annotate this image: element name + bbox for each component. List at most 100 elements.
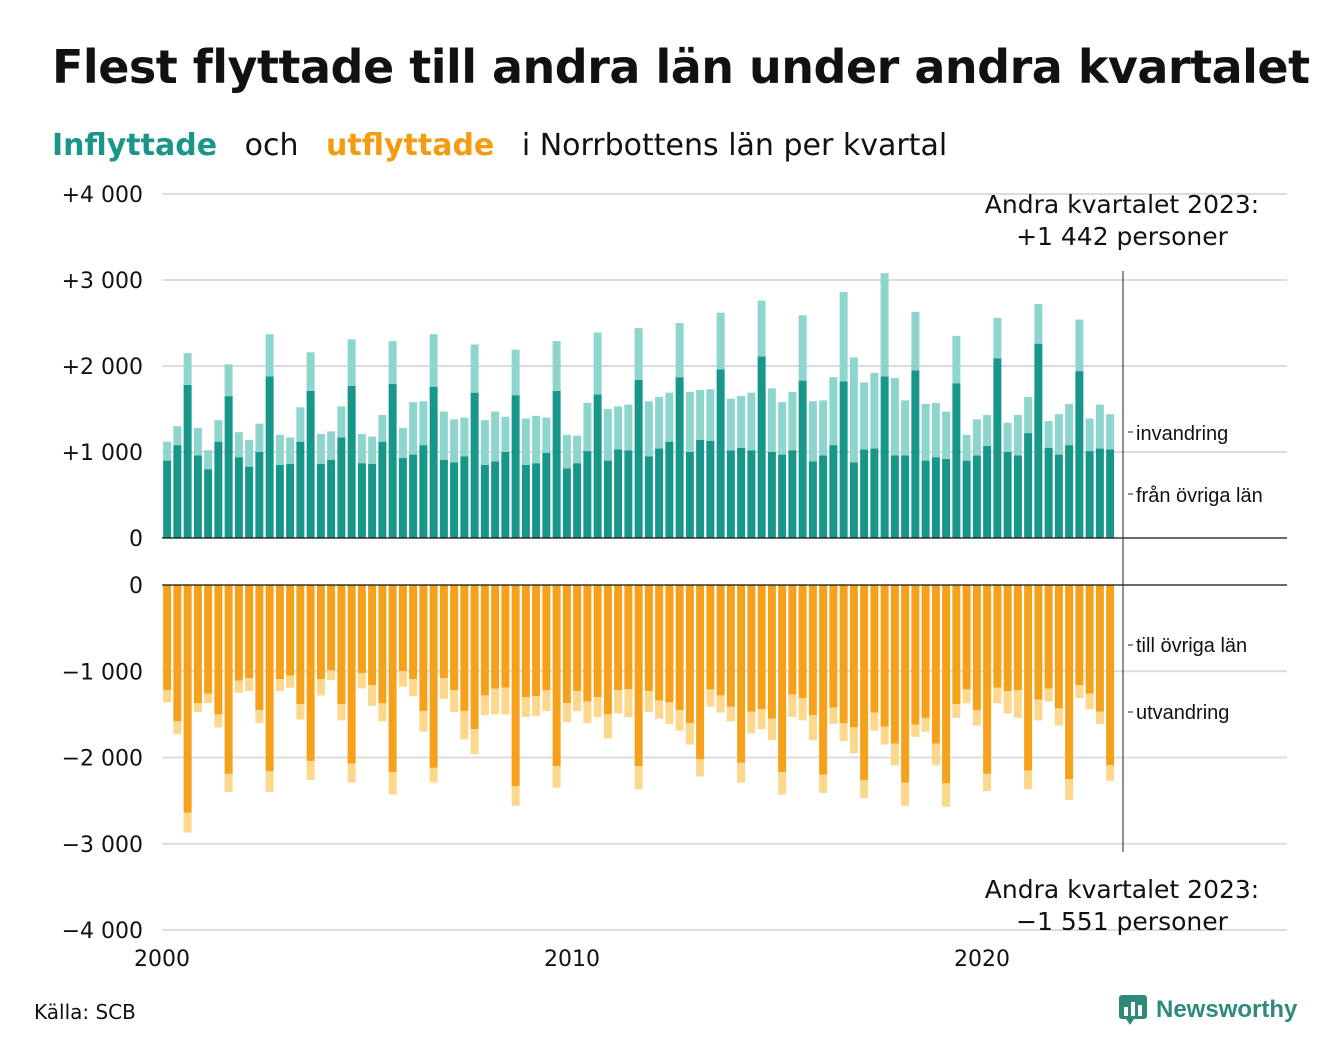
- bar-invandring: [573, 435, 582, 464]
- bar-fran-ovriga-lan: [819, 455, 828, 538]
- bar-invandring: [593, 332, 602, 395]
- bar-till-ovriga-lan: [767, 585, 776, 719]
- bar-invandring: [901, 400, 910, 456]
- legend-fran-ovriga-lan: från övriga län: [1136, 485, 1263, 507]
- bar-till-ovriga-lan: [296, 585, 305, 705]
- bar-utvandring: [778, 772, 787, 795]
- y-tick-label-top: +3 000: [62, 269, 143, 294]
- bar-utvandring: [880, 726, 889, 745]
- bar-till-ovriga-lan: [808, 585, 817, 716]
- bar-till-ovriga-lan: [193, 585, 202, 704]
- bar-invandring: [491, 411, 500, 462]
- bar-till-ovriga-lan: [337, 585, 346, 705]
- subtitle-utflyttade: utflyttade: [326, 128, 495, 163]
- bar-utvandring: [224, 773, 233, 792]
- bar-till-ovriga-lan: [603, 585, 612, 715]
- bar-till-ovriga-lan: [870, 585, 879, 713]
- bar-invandring: [614, 406, 623, 450]
- bar-utvandring: [706, 689, 715, 707]
- bar-utvandring: [193, 703, 202, 712]
- bar-till-ovriga-lan: [634, 585, 643, 767]
- bar-till-ovriga-lan: [593, 585, 602, 698]
- bar-utvandring: [275, 679, 284, 692]
- bar-utvandring: [921, 717, 930, 732]
- y-tick-label-top: 0: [129, 527, 143, 552]
- bar-till-ovriga-lan: [327, 585, 336, 671]
- bar-utvandring: [593, 697, 602, 717]
- bar-till-ovriga-lan: [583, 585, 592, 702]
- bar-fran-ovriga-lan: [1024, 433, 1033, 538]
- bar-fran-ovriga-lan: [665, 441, 674, 538]
- bar-till-ovriga-lan: [480, 585, 489, 696]
- bar-invandring: [429, 334, 438, 387]
- bar-fran-ovriga-lan: [347, 385, 356, 538]
- bar-invandring: [409, 402, 418, 455]
- bar-fran-ovriga-lan: [460, 456, 469, 538]
- bar-fran-ovriga-lan: [655, 448, 664, 538]
- bar-fran-ovriga-lan: [778, 454, 787, 538]
- bar-utvandring: [439, 678, 448, 699]
- bar-fran-ovriga-lan: [491, 461, 500, 538]
- bar-fran-ovriga-lan: [388, 384, 397, 538]
- bar-fran-ovriga-lan: [614, 449, 623, 538]
- bar-utvandring: [819, 774, 828, 793]
- bar-invandring: [378, 415, 387, 442]
- bar-till-ovriga-lan: [388, 585, 397, 773]
- bar-fran-ovriga-lan: [808, 461, 817, 538]
- bar-till-ovriga-lan: [860, 585, 869, 780]
- bar-invandring: [357, 433, 366, 464]
- bar-invandring: [1106, 414, 1115, 450]
- bar-fran-ovriga-lan: [378, 441, 387, 538]
- bar-fran-ovriga-lan: [163, 460, 172, 538]
- bar-invandring: [624, 404, 633, 451]
- bar-till-ovriga-lan: [378, 585, 387, 704]
- bar-utvandring: [1054, 708, 1063, 726]
- bar-fran-ovriga-lan: [911, 370, 920, 538]
- bar-till-ovriga-lan: [1065, 585, 1074, 780]
- bar-till-ovriga-lan: [696, 585, 705, 760]
- bar-till-ovriga-lan: [675, 585, 684, 711]
- bar-utvandring: [491, 688, 500, 715]
- bar-fran-ovriga-lan: [890, 455, 899, 538]
- bar-fran-ovriga-lan: [573, 463, 582, 538]
- bar-invandring: [337, 406, 346, 438]
- bar-till-ovriga-lan: [439, 585, 448, 679]
- bar-utvandring: [450, 690, 459, 712]
- bar-utvandring: [962, 689, 971, 704]
- bar-till-ovriga-lan: [419, 585, 428, 711]
- bar-invandring: [1054, 414, 1063, 455]
- bar-utvandring: [470, 729, 479, 755]
- bar-invandring: [542, 417, 551, 453]
- bar-invandring: [634, 328, 643, 380]
- bar-fran-ovriga-lan: [849, 462, 858, 538]
- brand-logo[interactable]: Newsworthy: [1118, 994, 1297, 1026]
- bar-utvandring: [1065, 779, 1074, 800]
- bar-utvandring: [337, 704, 346, 721]
- bar-fran-ovriga-lan: [942, 458, 951, 538]
- bar-invandring: [306, 352, 315, 391]
- bar-invandring: [521, 418, 530, 465]
- bar-utvandring: [890, 743, 899, 766]
- bar-fran-ovriga-lan: [275, 464, 284, 538]
- bar-utvandring: [183, 812, 192, 833]
- bar-fran-ovriga-lan: [173, 445, 182, 538]
- bar-fran-ovriga-lan: [1044, 447, 1053, 538]
- bar-utvandring: [624, 689, 633, 717]
- bar-invandring: [757, 300, 766, 357]
- bar-utvandring: [296, 704, 305, 720]
- bar-invandring: [880, 273, 889, 377]
- y-tick-label-bottom: −3 000: [62, 833, 143, 858]
- bar-invandring: [460, 417, 469, 457]
- bar-till-ovriga-lan: [644, 585, 653, 692]
- bar-fran-ovriga-lan: [368, 464, 377, 538]
- bar-utvandring: [255, 710, 264, 723]
- bar-utvandring: [860, 779, 869, 799]
- bar-utvandring: [952, 704, 961, 718]
- bar-till-ovriga-lan: [849, 585, 858, 728]
- bar-fran-ovriga-lan: [962, 460, 971, 538]
- bar-invandring: [839, 292, 848, 382]
- bar-invandring: [255, 423, 264, 452]
- bar-invandring: [501, 416, 510, 452]
- bar-till-ovriga-lan: [911, 585, 920, 725]
- annotation-bottom-line1: Andra kvartalet 2023:: [985, 875, 1259, 904]
